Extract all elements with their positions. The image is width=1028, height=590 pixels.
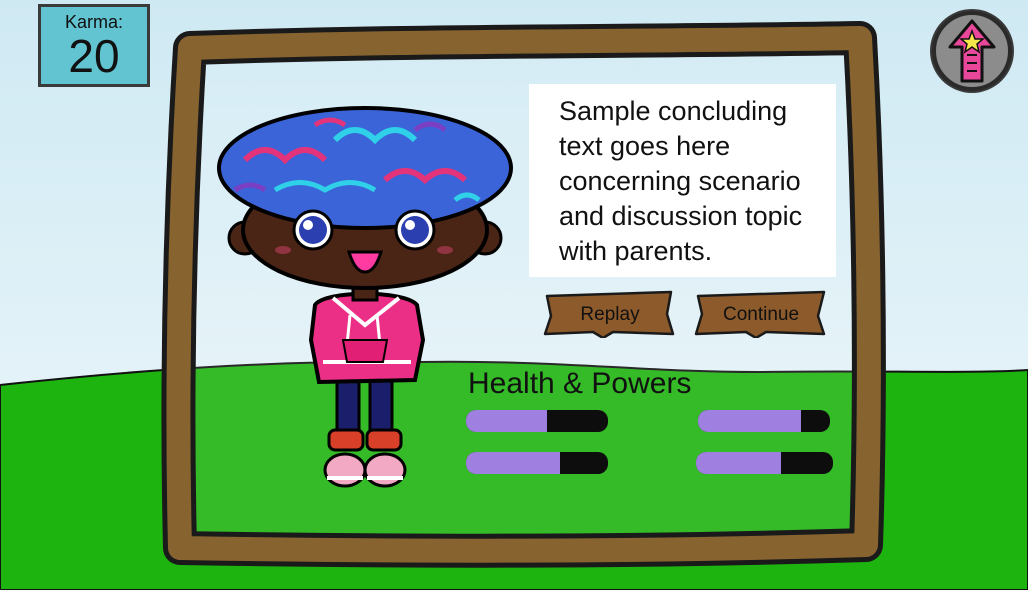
wood-plank-icon <box>543 290 675 338</box>
character-left-iris <box>299 216 327 244</box>
concluding-text-line: Sample concluding <box>559 96 788 126</box>
power-bar <box>466 410 608 432</box>
character-hoodie-pocket <box>341 339 389 363</box>
concluding-text-line: text goes here <box>559 131 731 161</box>
character-right-iris <box>401 216 429 244</box>
character-mouth <box>346 250 384 274</box>
character-left-sock <box>327 428 365 452</box>
wood-plank-icon <box>694 290 826 338</box>
karma-label: Karma: <box>64 12 124 32</box>
replay-label: Replay <box>580 304 640 325</box>
concluding-text-line: and discussion topic <box>559 201 803 231</box>
concluding-text-line: concerning scenario <box>559 166 801 196</box>
character-left-eye-shine <box>303 220 313 230</box>
wood-frame <box>166 26 881 563</box>
character-left-cheek <box>275 246 291 254</box>
replay-button[interactable]: Replay <box>543 290 677 338</box>
character-avatar <box>217 106 513 488</box>
character-right-sock <box>365 428 403 452</box>
power-bar <box>466 452 608 474</box>
karma-value: 20 <box>68 30 120 82</box>
power-bar-fill <box>466 410 547 432</box>
home-button[interactable] <box>930 9 1014 93</box>
concluding-text-panel: Sample concluding text goes here concern… <box>529 84 836 277</box>
character-right-eye-shine <box>405 220 415 230</box>
power-bar-fill <box>466 452 560 474</box>
character-left-shoe <box>323 452 367 488</box>
character-hoodie <box>308 291 426 385</box>
character-hair <box>217 106 513 230</box>
up-arrow-star-icon <box>932 11 1012 91</box>
karma-counter: Karma: 20 <box>38 4 150 87</box>
character-hood-collar <box>331 296 401 328</box>
character-right-shoe <box>363 452 407 488</box>
continue-button[interactable]: Continue <box>694 290 828 338</box>
power-bar <box>698 410 830 432</box>
power-bar-fill <box>696 452 781 474</box>
power-bar <box>696 452 833 474</box>
health-powers-title: Health & Powers <box>468 367 692 400</box>
power-bar-fill <box>698 410 801 432</box>
character-hair-streaks <box>233 117 481 203</box>
concluding-text-line: with parents. <box>559 236 713 266</box>
character-right-cheek <box>437 246 453 254</box>
continue-label: Continue <box>722 304 800 325</box>
